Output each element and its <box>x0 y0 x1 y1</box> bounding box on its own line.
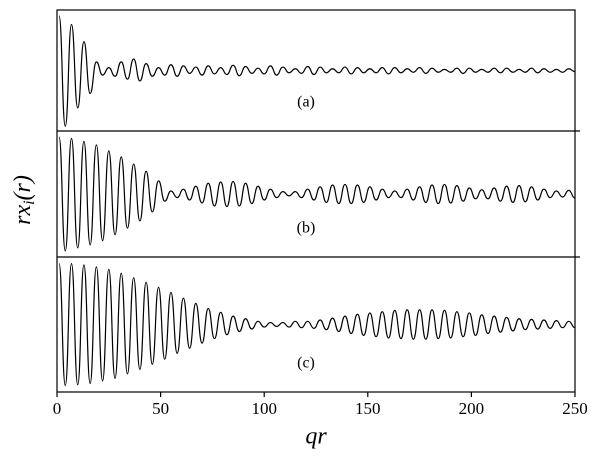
x-axis-label: qr <box>305 424 327 450</box>
x-tick-label: 250 <box>562 399 588 418</box>
x-tick-label: 100 <box>251 399 277 418</box>
data-line <box>58 262 576 387</box>
panel-label: (a) <box>297 94 315 111</box>
x-tick-label: 0 <box>53 399 62 418</box>
data-line <box>58 15 576 127</box>
y-label-rest: (r) <box>10 175 36 200</box>
x-tick-label: 200 <box>459 399 485 418</box>
y-label-main: rx <box>10 205 36 225</box>
x-tick-label: 50 <box>152 399 169 418</box>
y-axis-label: rxi(r) <box>10 175 38 225</box>
plot-frame <box>56 9 576 393</box>
y-label-sub: i <box>21 200 38 204</box>
x-tick-label: 150 <box>355 399 381 418</box>
data-line <box>58 136 576 252</box>
panel-label: (b) <box>297 220 316 237</box>
panel-label: (c) <box>297 355 315 372</box>
